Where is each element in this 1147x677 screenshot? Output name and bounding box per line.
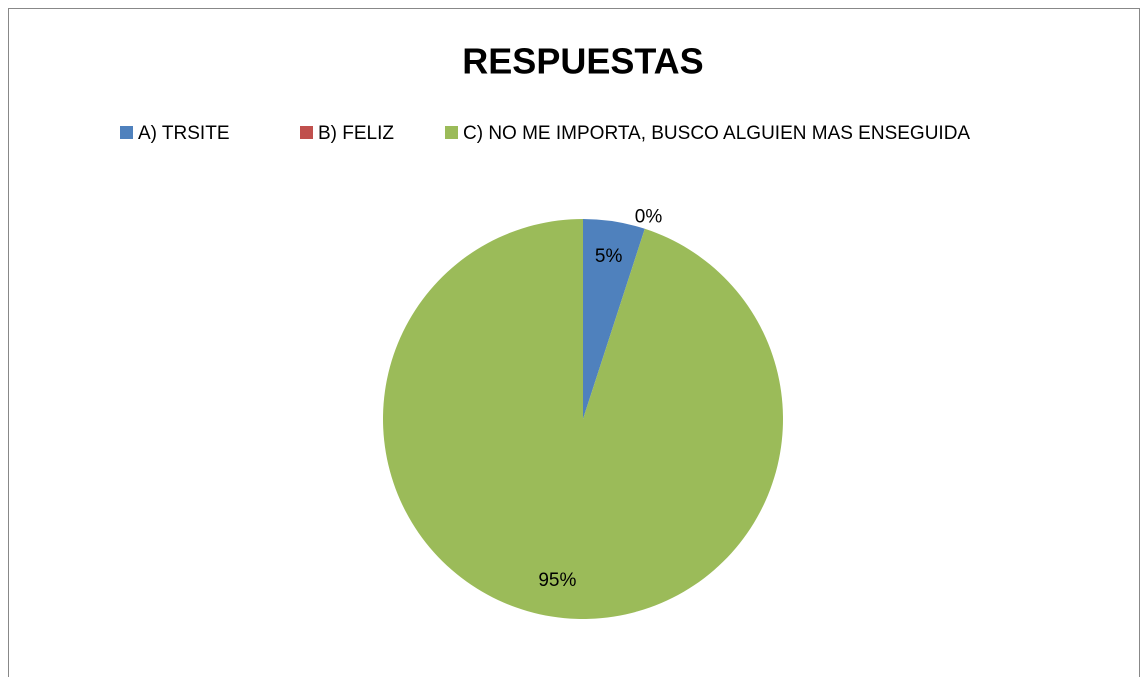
legend-swatch: [120, 126, 133, 139]
data-label: 5%: [595, 246, 623, 267]
legend-label: A) TRSITE: [138, 123, 230, 144]
pie-slice: [583, 219, 645, 419]
legend-label: B) FELIZ: [318, 123, 394, 144]
chart-title: RESPUESTAS: [462, 41, 703, 82]
legend-swatch: [300, 126, 313, 139]
data-label: 0%: [635, 206, 663, 227]
data-label: 95%: [538, 570, 576, 591]
legend-label: C) NO ME IMPORTA, BUSCO ALGUIEN MAS ENSE…: [463, 123, 970, 144]
legend-swatch: [445, 126, 458, 139]
pie-slice: [383, 219, 783, 620]
